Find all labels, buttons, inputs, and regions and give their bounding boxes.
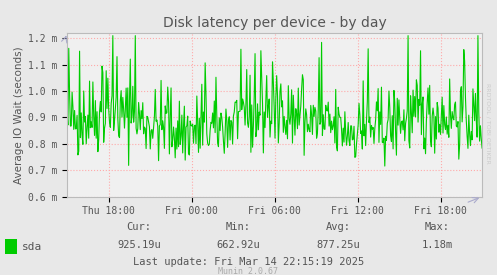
Text: Min:: Min:	[226, 222, 251, 232]
Text: Munin 2.0.67: Munin 2.0.67	[219, 267, 278, 275]
Text: Last update: Fri Mar 14 22:15:19 2025: Last update: Fri Mar 14 22:15:19 2025	[133, 257, 364, 266]
Y-axis label: Average IO Wait (seconds): Average IO Wait (seconds)	[14, 46, 24, 184]
Text: 662.92u: 662.92u	[217, 240, 260, 249]
Text: 1.18m: 1.18m	[422, 240, 453, 249]
Text: 877.25u: 877.25u	[316, 240, 360, 249]
Text: sda: sda	[22, 243, 43, 252]
Text: Avg:: Avg:	[326, 222, 350, 232]
Text: 925.19u: 925.19u	[117, 240, 161, 249]
Text: RRDTOOL / TOBI OETIKER: RRDTOOL / TOBI OETIKER	[486, 83, 491, 164]
Text: Cur:: Cur:	[127, 222, 152, 232]
Title: Disk latency per device - by day: Disk latency per device - by day	[163, 16, 387, 31]
Text: Max:: Max:	[425, 222, 450, 232]
